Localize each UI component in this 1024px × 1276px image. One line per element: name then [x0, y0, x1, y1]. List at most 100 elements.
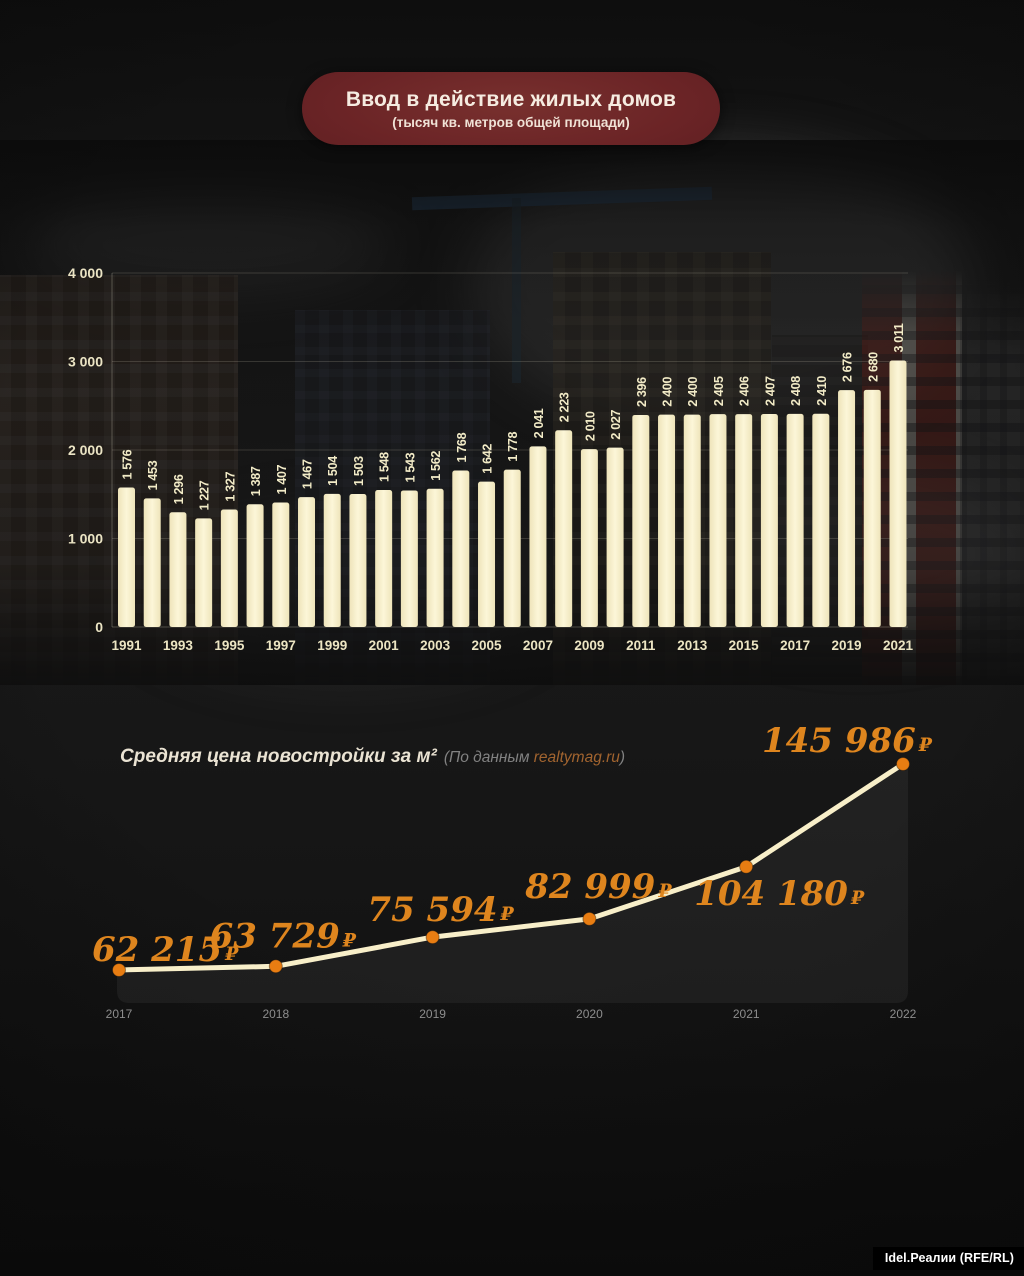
bar-chart-title: Ввод в действие жилых домов [345, 87, 677, 111]
price-value-label: 82 999 ₽ [524, 867, 672, 907]
price-value-label: 104 180 ₽ [694, 874, 865, 914]
bar-value-label: 1 504 [326, 456, 340, 486]
bar [658, 414, 676, 627]
x-tick-label: 2011 [626, 638, 656, 653]
bar-value-label: 1 503 [352, 456, 366, 486]
bar [632, 414, 650, 627]
bar-value-label: 1 642 [481, 444, 495, 474]
bar-value-label: 2 223 [558, 392, 572, 422]
bar-chart-subtitle: (тысяч кв. метров общей площади) [392, 114, 630, 130]
bar [375, 490, 393, 627]
bar-value-label: 2 408 [789, 376, 803, 406]
bar [709, 414, 727, 627]
bar-value-label: 2 396 [635, 377, 649, 407]
bar [452, 470, 470, 627]
line-x-tick-label: 2019 [419, 1007, 446, 1021]
bar [760, 413, 778, 627]
bar-value-label: 1 467 [301, 459, 315, 489]
x-tick-label: 2009 [574, 638, 604, 653]
price-value-label: 62 215 ₽ [92, 930, 239, 970]
price-value-label: 75 594 ₽ [367, 890, 514, 930]
price-point [582, 911, 597, 926]
x-tick-label: 2019 [832, 638, 862, 653]
line-chart-title: Средняя цена новостройки за м² [120, 746, 437, 767]
price-line [116, 761, 906, 973]
x-tick-label: 2003 [420, 638, 451, 653]
bar [349, 493, 367, 627]
bar-value-label: 2 680 [866, 352, 880, 382]
bar [812, 413, 830, 627]
x-tick-label: 1995 [214, 638, 245, 653]
price-value-label: 145 986 ₽ [762, 721, 933, 761]
source-link[interactable]: realtymag.ru [533, 749, 620, 766]
bar-value-label: 1 548 [378, 452, 392, 482]
bar [503, 469, 521, 627]
bar [838, 390, 856, 627]
bar-value-label: 2 676 [841, 352, 855, 382]
chart-title-card: Ввод в действие жилых домов (тысяч кв. м… [302, 72, 720, 145]
bar-value-label: 2 041 [532, 408, 546, 438]
bar-value-label: 1 387 [249, 466, 263, 496]
line-chart-heading: Средняя цена новостройки за м² (По данным… [120, 746, 625, 768]
x-tick-label: 1999 [317, 638, 347, 653]
bar [863, 389, 881, 627]
bar-value-label: 1 327 [223, 471, 237, 501]
bar [889, 360, 907, 627]
y-tick-label: 1 000 [68, 531, 103, 547]
bar [118, 487, 135, 627]
price-point [739, 859, 754, 874]
bar-value-label: 2 407 [763, 376, 777, 406]
bar [169, 512, 187, 627]
price-point [425, 930, 440, 945]
bar [478, 481, 496, 627]
x-tick-label: 2007 [523, 638, 553, 653]
bar [220, 509, 238, 627]
line-x-tick-label: 2021 [733, 1007, 760, 1021]
bar [195, 518, 213, 627]
bar-value-label: 2 400 [686, 376, 700, 406]
bar [735, 414, 753, 627]
price-point [896, 757, 910, 771]
y-tick-label: 4 000 [68, 265, 103, 281]
bar [580, 449, 598, 627]
x-tick-label: 2021 [883, 638, 914, 653]
bar-chart: 0 1 000 2 000 3 000 4 000 1 576 1991 1 453 1 296… [68, 265, 914, 653]
bar [272, 502, 290, 627]
bar-value-label: 2 405 [712, 376, 726, 406]
bar-value-label: 3 011 [892, 323, 906, 352]
x-tick-label: 2005 [472, 638, 503, 653]
line-x-tick-label: 2018 [262, 1007, 289, 1021]
bar-value-label: 1 778 [506, 432, 520, 462]
source-suffix: ) [619, 749, 626, 766]
bar-value-label: 1 453 [146, 460, 160, 490]
line-x-tick-label: 2020 [576, 1007, 603, 1021]
y-tick-label: 2 000 [68, 442, 103, 458]
bar-value-label: 1 407 [275, 464, 289, 494]
publisher-watermark: Idel.Реалии (RFE/RL) [872, 1247, 1024, 1270]
bar [555, 430, 573, 627]
bar-value-label: 1 227 [198, 480, 212, 510]
bar [143, 498, 161, 627]
x-tick-label: 2001 [369, 638, 400, 653]
bar-value-label: 1 562 [429, 451, 443, 481]
bar [683, 414, 701, 627]
line-x-tick-label: 2017 [106, 1007, 133, 1021]
x-tick-label: 1991 [111, 638, 142, 653]
price-value-label: 63 729 ₽ [210, 916, 357, 956]
source-prefix: (По данным [443, 749, 534, 766]
price-point [268, 959, 283, 974]
bar [426, 488, 444, 627]
y-tick-label: 0 [95, 619, 103, 635]
bar [786, 413, 804, 627]
bar [529, 446, 547, 627]
bar-value-label: 2 010 [583, 411, 597, 441]
x-tick-label: 2015 [729, 638, 760, 653]
line-x-tick-label: 2022 [890, 1007, 917, 1021]
x-tick-label: 1997 [266, 638, 296, 653]
bar [323, 493, 341, 627]
bar [246, 504, 264, 627]
bar-value-label: 1 576 [121, 449, 135, 479]
bar-value-label: 2 406 [738, 376, 752, 406]
